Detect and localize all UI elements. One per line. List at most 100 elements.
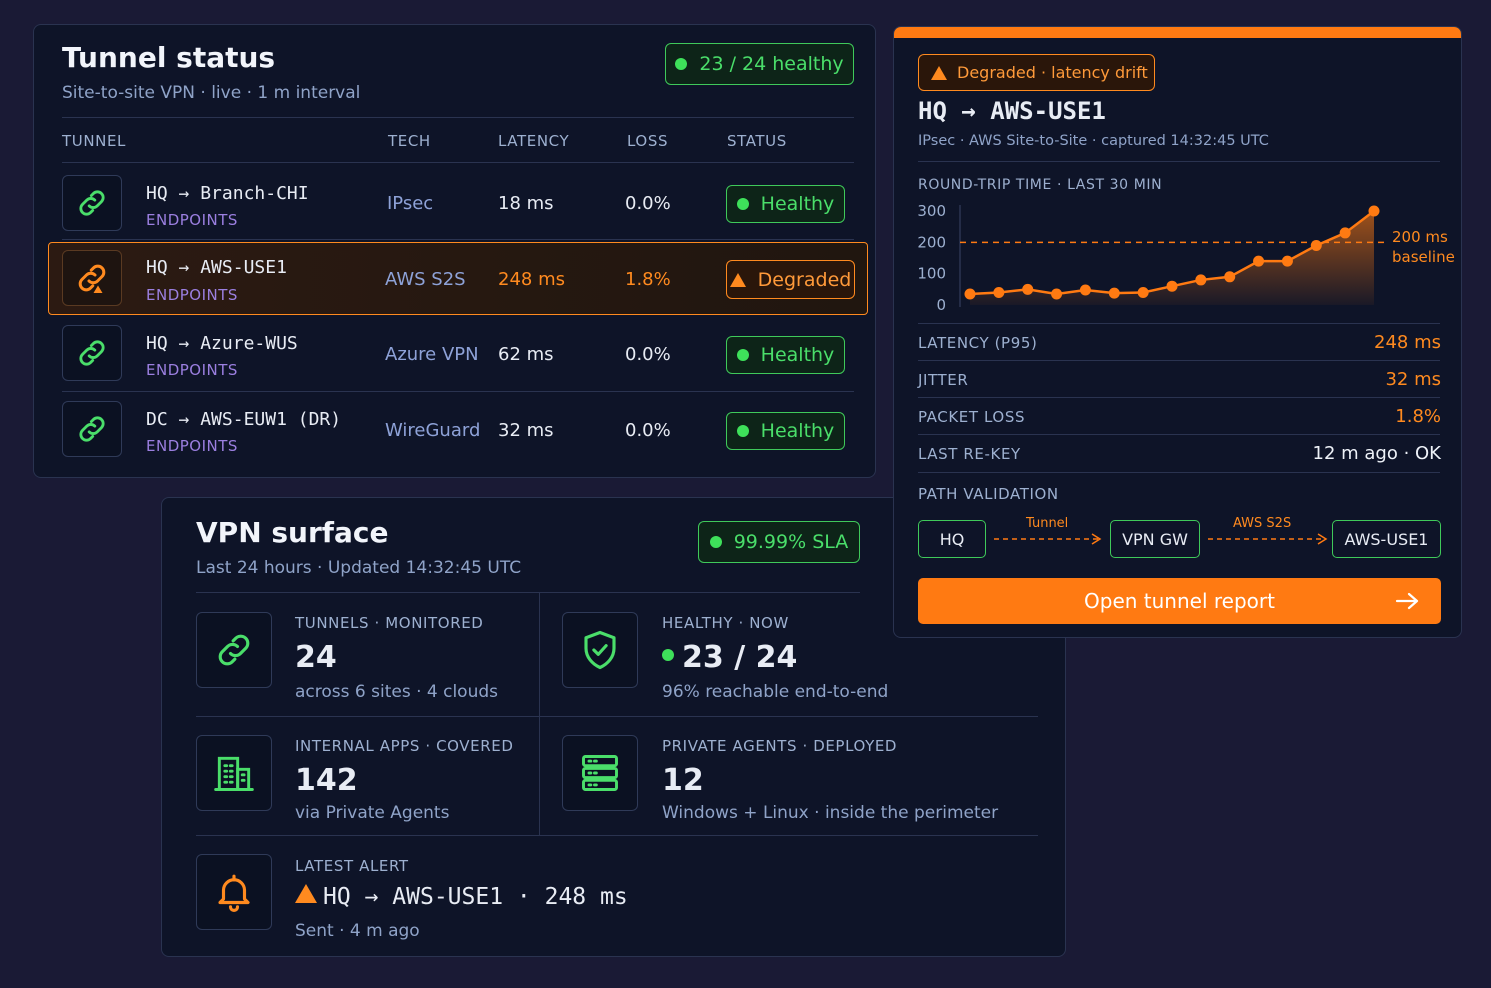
accent-bar — [894, 27, 1461, 38]
endpoints-link[interactable]: ENDPOINTS — [146, 361, 238, 379]
loss-cell: 1.8% — [625, 269, 671, 290]
alert-title[interactable]: HQ → AWS-USE1 · 248 ms — [295, 884, 628, 910]
bell-icon — [196, 854, 272, 930]
tech-cell: WireGuard — [385, 420, 481, 441]
latency-cell: 62 ms — [498, 344, 554, 365]
y-tick-label: 0 — [936, 296, 946, 314]
divider — [918, 397, 1440, 398]
tile-sub: 96% reachable end-to-end — [662, 682, 889, 702]
dashed-arrow-icon — [994, 533, 1102, 545]
chart-point — [1253, 255, 1265, 267]
chart-point — [1051, 288, 1063, 300]
divider — [196, 592, 860, 593]
chart-label: ROUND-TRIP TIME · LAST 30 MIN — [918, 177, 1163, 193]
tile-sub: across 6 sites · 4 clouds — [295, 682, 499, 702]
y-tick-label: 100 — [917, 265, 946, 283]
open-tunnel-report-button[interactable]: Open tunnel report — [918, 578, 1441, 624]
tunnel-status-title: Tunnel status — [62, 41, 276, 74]
divider — [62, 162, 854, 163]
path-node-hq: HQ — [918, 520, 986, 558]
latency-cell: 32 ms — [498, 420, 554, 441]
path-node-vpn-gw: VPN GW — [1110, 520, 1200, 558]
metric-value: 248 ms — [1374, 332, 1441, 353]
table-row[interactable]: HQ → Branch-CHI ENDPOINTS IPsec 18 ms 0.… — [48, 167, 866, 239]
tunnel-name: DC → AWS-EUW1 (DR) — [146, 409, 342, 430]
vpn-surface-subtitle: Last 24 hours · Updated 14:32:45 UTC — [196, 558, 522, 578]
warning-icon — [295, 884, 317, 903]
server-icon — [562, 735, 638, 811]
y-tick-label: 300 — [917, 202, 946, 220]
endpoints-link[interactable]: ENDPOINTS — [146, 286, 238, 304]
tech-cell: Azure VPN — [385, 344, 479, 365]
broken-link-icon — [62, 250, 122, 306]
tile-label: TUNNELS · MONITORED — [295, 614, 484, 632]
warning-icon — [729, 272, 746, 287]
tile-sub: Windows + Linux · inside the perimeter — [662, 803, 999, 823]
status-badge: Healthy — [726, 336, 845, 374]
metric-value: 1.8% — [1395, 406, 1441, 427]
endpoints-link[interactable]: ENDPOINTS — [146, 437, 238, 455]
chart-point — [1137, 286, 1149, 298]
status-dot-icon — [736, 349, 749, 361]
chart-point — [1224, 271, 1236, 283]
degraded-badge: Degraded · latency drift — [918, 54, 1155, 91]
path-edge-label: AWS S2S — [1233, 516, 1292, 531]
detail-title: HQ → AWS-USE1 — [918, 97, 1106, 125]
path-edge-label: Tunnel — [1026, 516, 1069, 531]
table-row-selected[interactable]: HQ → AWS-USE1 ENDPOINTS AWS S2S 248 ms 1… — [48, 242, 868, 315]
divider — [62, 117, 854, 118]
metric-label: JITTER — [918, 371, 969, 389]
detail-subtitle: IPsec · AWS Site-to-Site · captured 14:3… — [918, 133, 1269, 149]
chart-point — [993, 286, 1005, 298]
loss-cell: 0.0% — [625, 344, 671, 365]
metric-value: 12 m ago · OK — [1312, 443, 1442, 464]
tile-sub: via Private Agents — [295, 803, 450, 823]
chart-point — [1368, 205, 1380, 217]
loss-cell: 0.0% — [625, 193, 671, 214]
divider — [918, 472, 1440, 473]
chart-point — [1079, 284, 1091, 296]
path-node-aws-use1: AWS-USE1 — [1332, 520, 1441, 558]
link-icon — [62, 325, 122, 381]
tile-label: HEALTHY · NOW — [662, 614, 789, 632]
alert-sub: Sent · 4 m ago — [295, 921, 420, 941]
path-validation-label: PATH VALIDATION — [918, 485, 1059, 503]
baseline-value-label: 200 ms — [1392, 228, 1448, 246]
status-dot-icon — [736, 198, 749, 210]
link-icon — [62, 175, 122, 231]
tech-cell: AWS S2S — [385, 269, 466, 290]
sla-badge: 99.99% SLA — [698, 521, 860, 563]
status-badge: Healthy — [726, 412, 845, 450]
chart-point — [1022, 283, 1034, 295]
rtt-chart: 300 200 100 0 — [917, 202, 1388, 314]
column-header-tech: TECH — [388, 132, 431, 150]
y-tick-label: 200 — [917, 233, 946, 251]
metric-label: LAST RE-KEY — [918, 445, 1021, 463]
metric-value: 32 ms — [1385, 369, 1441, 390]
divider — [918, 360, 1440, 361]
divider — [539, 593, 540, 836]
tile-label: PRIVATE AGENTS · DEPLOYED — [662, 737, 898, 755]
healthy-count-text: 23 / 24 healthy — [699, 53, 844, 75]
column-header-loss: LOSS — [627, 132, 669, 150]
chart-point — [1339, 227, 1351, 239]
chart-point — [1310, 239, 1322, 251]
endpoints-link[interactable]: ENDPOINTS — [146, 211, 238, 229]
status-badge-degraded: Degraded — [726, 260, 855, 299]
latency-cell: 248 ms — [498, 269, 565, 290]
status-dot-icon — [736, 425, 749, 437]
baseline-text-label: baseline — [1392, 248, 1455, 266]
divider — [196, 835, 1038, 836]
latency-cell: 18 ms — [498, 193, 554, 214]
status-badge: Healthy — [726, 185, 845, 223]
tunnel-detail-card: Degraded · latency drift HQ → AWS-USE1 I… — [893, 26, 1462, 638]
status-dot-icon — [662, 649, 674, 661]
chart-point — [1166, 280, 1178, 292]
table-row[interactable]: DC → AWS-EUW1 (DR) ENDPOINTS WireGuard 3… — [48, 395, 866, 467]
chart-point — [1195, 274, 1207, 286]
shield-check-icon — [562, 612, 638, 688]
column-header-tunnel: TUNNEL — [62, 132, 127, 150]
vpn-surface-title: VPN surface — [196, 516, 389, 549]
metric-label: PACKET LOSS — [918, 408, 1026, 426]
table-row[interactable]: HQ → Azure-WUS ENDPOINTS Azure VPN 62 ms… — [48, 319, 866, 391]
